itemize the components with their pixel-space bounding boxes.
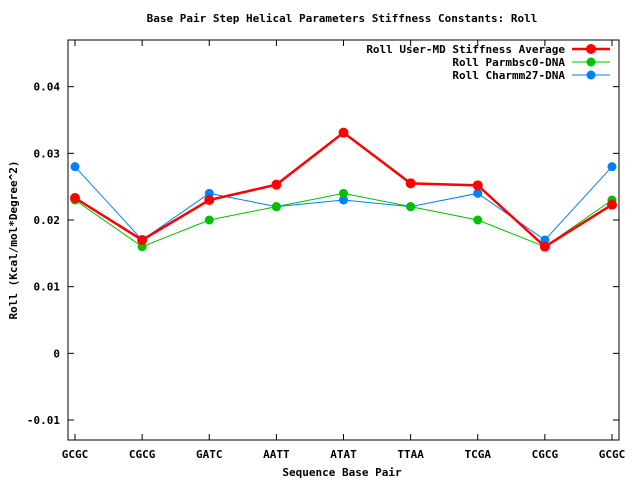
x-tick-label: TTAA <box>397 448 424 461</box>
x-tick-label: CGCG <box>532 448 559 461</box>
data-point <box>473 215 483 225</box>
x-tick-label: CGCG <box>129 448 156 461</box>
x-tick-label: GATC <box>196 448 223 461</box>
data-point <box>607 199 617 210</box>
data-point <box>338 127 349 138</box>
data-point <box>204 195 215 205</box>
legend-marker <box>586 70 596 80</box>
data-point <box>70 193 80 203</box>
data-point <box>271 202 281 212</box>
data-point <box>405 178 416 189</box>
data-point <box>473 188 483 198</box>
x-axis: GCGC CGCG GATC AATT ATAT TTAA TCGA CGCG GCGC <box>62 40 626 461</box>
y-tick-label: 0.03 <box>34 147 61 160</box>
data-point <box>204 215 214 225</box>
x-tick-label: ATAT <box>330 448 357 461</box>
legend-marker <box>586 57 596 67</box>
x-tick-label: GCGC <box>599 448 626 461</box>
data-point <box>271 179 282 190</box>
x-tick-label: AATT <box>263 448 290 461</box>
x-tick-label: TCGA <box>465 448 492 461</box>
y-tick-label: 0 <box>53 347 60 360</box>
x-axis-label: Sequence Base Pair <box>282 466 402 479</box>
y-tick-label: -0.01 <box>27 414 60 427</box>
y-tick-label: 0.02 <box>34 214 61 227</box>
legend-marker <box>586 44 596 54</box>
data-point <box>539 241 550 252</box>
data-point <box>137 235 148 245</box>
data-point <box>607 162 617 172</box>
y-axis: -0.01 0 0.01 0.02 0.03 0.04 <box>27 81 619 427</box>
legend-label: Roll Parmbsc0-DNA <box>452 56 565 69</box>
data-point <box>339 188 348 198</box>
legend-label: Roll Charmm27-DNA <box>452 69 565 82</box>
chart-title: Base Pair Step Helical Parameters Stiffn… <box>147 12 538 25</box>
data-point <box>472 180 483 191</box>
y-tick-label: 0.01 <box>34 281 61 294</box>
data-point <box>70 162 80 172</box>
series-layer <box>70 127 617 252</box>
series-3 <box>70 162 617 245</box>
y-axis-label: Roll (Kcal/mol*Degree^2) <box>7 161 20 320</box>
series-1 <box>70 127 617 252</box>
y-tick-label: 0.04 <box>34 81 61 94</box>
data-point <box>406 202 416 212</box>
data-point <box>339 195 348 205</box>
legend-label: Roll User-MD Stiffness Average <box>366 43 565 56</box>
x-tick-label: GCGC <box>62 448 89 461</box>
